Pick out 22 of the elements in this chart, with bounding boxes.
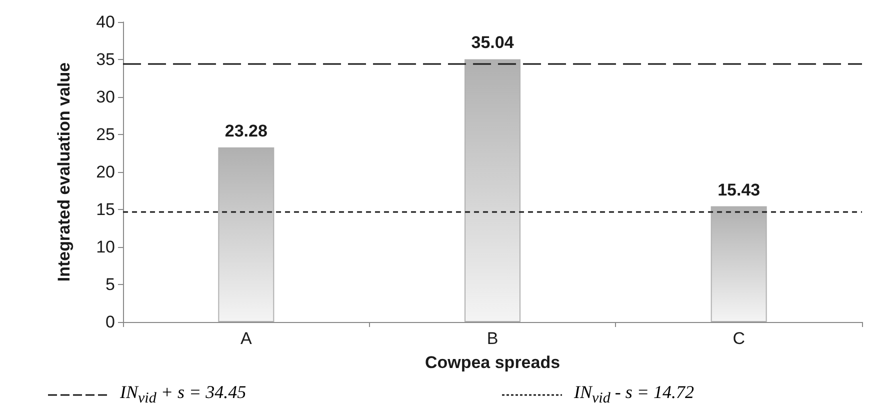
data-label: 35.04: [471, 33, 514, 52]
y-tick-label: 0: [106, 312, 115, 332]
bar: [218, 147, 274, 322]
y-tick-label: 10: [96, 238, 115, 256]
data-label: 15.43: [718, 180, 760, 200]
bar: [710, 206, 767, 322]
y-tick-label: 30: [96, 88, 115, 106]
x-tick-label: B: [486, 329, 498, 348]
y-tick-label: 15: [96, 200, 115, 219]
bar: [464, 59, 520, 322]
x-axis-title: Cowpea spreads: [424, 353, 560, 372]
y-tick-label: 5: [106, 275, 115, 294]
legend-label: IN$_{vid}$ - s = 14.72: [574, 382, 694, 408]
y-tick-label: 20: [96, 162, 115, 182]
y-axis-title: Integrated evaluation value: [54, 62, 74, 282]
x-tick-label: C: [732, 329, 745, 348]
legend-label: IN$_{vid}$ + s = 34.45: [120, 382, 246, 408]
y-tick-label: 40: [96, 12, 115, 32]
y-tick-label: 35: [96, 50, 115, 69]
data-label: 23.28: [224, 121, 268, 140]
y-tick-label: 25: [96, 125, 115, 144]
x-tick-label: A: [240, 329, 252, 348]
